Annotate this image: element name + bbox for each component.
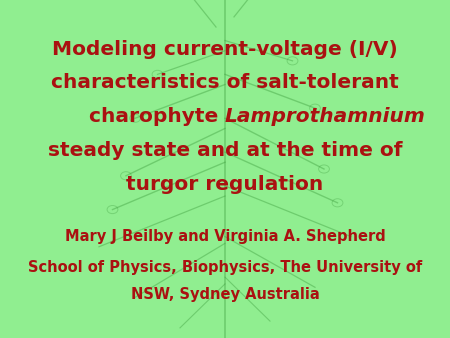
Text: Modeling current-voltage (I/V): Modeling current-voltage (I/V) <box>52 40 398 58</box>
Text: Mary J Beilby and Virginia A. Shepherd: Mary J Beilby and Virginia A. Shepherd <box>65 229 385 244</box>
Text: charophyte: charophyte <box>89 107 225 126</box>
Text: characteristics of salt-tolerant: characteristics of salt-tolerant <box>51 73 399 92</box>
Text: steady state and at the time of: steady state and at the time of <box>48 141 402 160</box>
Text: NSW, Sydney Australia: NSW, Sydney Australia <box>130 287 320 301</box>
Text: turgor regulation: turgor regulation <box>126 175 324 194</box>
Text: Lamprothamnium: Lamprothamnium <box>225 107 426 126</box>
Text: School of Physics, Biophysics, The University of: School of Physics, Biophysics, The Unive… <box>28 260 422 274</box>
